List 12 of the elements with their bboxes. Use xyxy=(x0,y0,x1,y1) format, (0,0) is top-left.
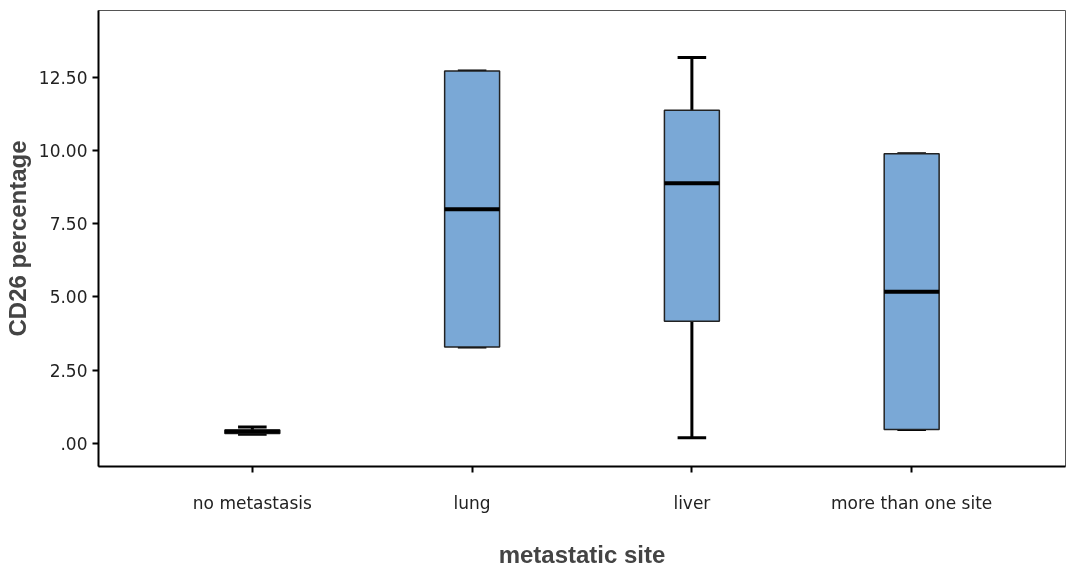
y-tick-label: 5.00 xyxy=(49,287,88,308)
y-tick-label: 2.50 xyxy=(49,360,88,381)
y-tick-label: 7.50 xyxy=(49,214,88,235)
y-tick-label: .00 xyxy=(60,433,88,454)
x-tick-label: no metastasis xyxy=(192,492,313,513)
x-axis-title: metastatic site xyxy=(498,540,666,568)
x-tick-label: more than one site xyxy=(831,492,993,513)
y-tick-label: 10.00 xyxy=(38,141,88,162)
y-tick-label: 12.50 xyxy=(38,68,88,89)
y-axis-title: CD26 percentage xyxy=(3,140,31,337)
x-tick-label: lung xyxy=(453,492,491,513)
x-tick-label: liver xyxy=(673,492,711,513)
